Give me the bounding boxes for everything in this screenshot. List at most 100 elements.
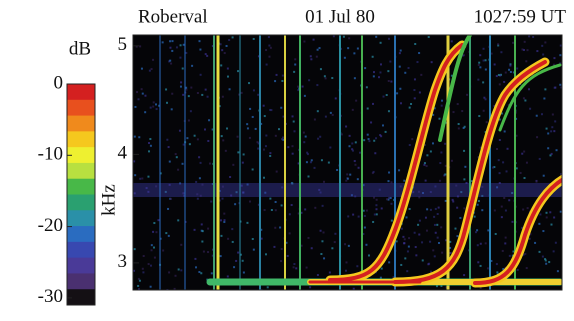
noise-dot bbox=[313, 166, 316, 169]
colorbar-segment bbox=[67, 147, 95, 164]
noise-dot bbox=[301, 85, 304, 88]
noise-dot bbox=[137, 277, 140, 280]
noise-dot bbox=[416, 61, 419, 64]
noise-dot bbox=[372, 220, 375, 223]
noise-dot bbox=[554, 120, 557, 123]
noise-dot bbox=[203, 128, 206, 131]
noise-dot bbox=[145, 187, 148, 190]
noise-dot bbox=[198, 156, 201, 159]
noise-dot bbox=[149, 138, 152, 141]
noise-dot bbox=[280, 204, 283, 207]
noise-dot bbox=[320, 253, 323, 256]
noise-dot bbox=[491, 166, 494, 169]
noise-dot bbox=[354, 195, 357, 198]
noise-dot bbox=[414, 246, 417, 249]
noise-dot bbox=[219, 219, 222, 222]
noise-dot bbox=[291, 152, 294, 155]
noise-dot bbox=[168, 271, 171, 274]
noise-dot bbox=[399, 49, 402, 52]
noise-dot bbox=[207, 251, 210, 254]
noise-dot bbox=[515, 117, 518, 120]
noise-dot bbox=[444, 164, 447, 167]
noise-dot bbox=[483, 96, 486, 99]
noise-dot bbox=[231, 240, 234, 243]
noise-dot bbox=[167, 234, 170, 237]
noise-dot bbox=[266, 286, 269, 289]
noise-dot bbox=[204, 53, 207, 56]
noise-dot bbox=[356, 265, 359, 268]
noise-dot bbox=[497, 73, 500, 76]
noise-dot bbox=[280, 260, 283, 263]
noise-dot bbox=[307, 236, 310, 239]
noise-dot bbox=[152, 58, 155, 61]
noise-dot bbox=[548, 261, 551, 264]
noise-dot bbox=[346, 173, 349, 176]
noise-dot bbox=[477, 78, 480, 81]
noise-dot bbox=[408, 207, 411, 210]
noise-dot bbox=[133, 135, 136, 138]
noise-dot bbox=[348, 134, 351, 137]
noise-dot bbox=[265, 63, 268, 66]
noise-dot bbox=[478, 61, 481, 64]
noise-dot bbox=[497, 159, 500, 162]
noise-dot bbox=[500, 216, 503, 219]
noise-dot bbox=[498, 181, 501, 184]
noise-dot bbox=[302, 131, 305, 134]
noise-dot bbox=[373, 196, 376, 199]
noise-dot bbox=[426, 154, 429, 157]
noise-dot bbox=[133, 248, 136, 251]
noise-dot bbox=[387, 70, 390, 73]
noise-dot bbox=[363, 139, 366, 142]
noise-dot bbox=[504, 71, 507, 74]
noise-dot bbox=[211, 45, 214, 48]
noise-dot bbox=[257, 147, 260, 150]
noise-dot bbox=[403, 238, 406, 241]
noise-dot bbox=[201, 93, 204, 96]
noise-dot bbox=[226, 67, 229, 70]
noise-dot bbox=[181, 162, 184, 165]
noise-dot bbox=[545, 127, 548, 130]
noise-dot bbox=[522, 97, 525, 100]
noise-dot bbox=[470, 180, 473, 183]
noise-dot bbox=[200, 272, 203, 275]
noise-dot bbox=[248, 136, 251, 139]
noise-dot bbox=[300, 211, 303, 214]
noise-dot bbox=[526, 49, 529, 52]
noise-dot bbox=[345, 261, 348, 264]
noise-dot bbox=[522, 48, 525, 51]
noise-dot bbox=[555, 149, 558, 152]
noise-dot bbox=[294, 63, 297, 66]
noise-dot bbox=[331, 77, 334, 80]
noise-dot bbox=[493, 209, 496, 212]
noise-dot bbox=[179, 44, 182, 47]
noise-dot bbox=[498, 139, 501, 142]
noise-dot bbox=[194, 257, 197, 260]
noise-dot bbox=[437, 206, 440, 209]
noise-dot bbox=[493, 166, 496, 169]
noise-dot bbox=[515, 167, 518, 170]
noise-dot bbox=[340, 114, 343, 117]
noise-dot bbox=[221, 49, 224, 52]
noise-dot bbox=[169, 59, 172, 62]
noise-dot bbox=[138, 279, 141, 282]
noise-dot bbox=[508, 199, 511, 202]
noise-dot bbox=[149, 106, 152, 109]
noise-dot bbox=[211, 128, 214, 131]
noise-dot bbox=[385, 198, 388, 201]
noise-dot bbox=[219, 255, 222, 258]
noise-dot bbox=[207, 227, 210, 230]
noise-dot bbox=[551, 126, 554, 129]
noise-dot bbox=[355, 99, 358, 102]
noise-dot bbox=[449, 246, 452, 249]
noise-dot bbox=[282, 115, 285, 118]
noise-dot bbox=[362, 233, 365, 236]
noise-dot bbox=[542, 53, 545, 56]
noise-dot bbox=[482, 59, 485, 62]
noise-dot bbox=[516, 268, 519, 271]
noise-dot bbox=[421, 241, 424, 244]
noise-dot bbox=[305, 161, 308, 164]
noise-dot bbox=[174, 274, 177, 277]
noise-dot bbox=[347, 244, 350, 247]
noise-dot bbox=[139, 45, 142, 48]
noise-dot bbox=[426, 208, 429, 211]
